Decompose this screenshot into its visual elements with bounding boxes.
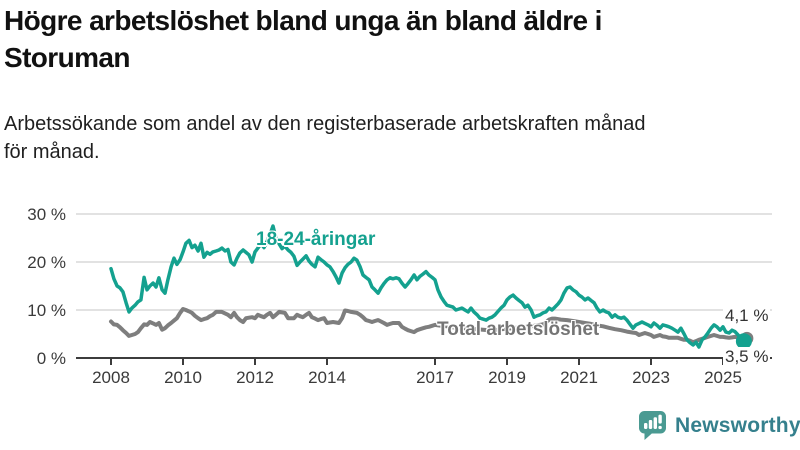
- end-dot-18-24: [735, 333, 752, 350]
- end-value-18-24: 3,5 %: [723, 347, 771, 366]
- y-axis-label: 0 %: [36, 349, 66, 368]
- series-line-18-24: [109, 224, 746, 349]
- y-axis-label: 30 %: [27, 205, 66, 224]
- x-axis-label: 2017: [416, 368, 454, 387]
- newsworthy-logo[interactable]: Newsworthy: [638, 410, 800, 442]
- page-title: Högre arbetslöshet bland unga än bland ä…: [4, 5, 602, 73]
- y-axis-label: 20 %: [27, 253, 66, 272]
- x-axis-label: 2021: [560, 368, 598, 387]
- series-label-total: Total arbetslöshet: [437, 319, 600, 340]
- x-axis-label: 2008: [92, 368, 130, 387]
- x-axis-label: 2012: [236, 368, 274, 387]
- newsworthy-wordmark: Newsworthy: [675, 414, 800, 437]
- x-axis-label: 2023: [632, 368, 670, 387]
- y-axis-label: 10 %: [27, 301, 66, 320]
- x-axis-label: 2019: [488, 368, 526, 387]
- series-label-18-24: 18-24-åringar: [256, 229, 376, 250]
- x-axis-ticks: [110, 358, 724, 365]
- newsworthy-icon: [639, 411, 666, 440]
- x-axis-label: 2025: [704, 368, 742, 387]
- x-axis-label: 2010: [164, 368, 202, 387]
- gridlines: [76, 213, 772, 311]
- end-value-total: 4,1 %: [723, 306, 771, 325]
- chart-subtitle: Arbetssökande som andel av den registerb…: [4, 113, 646, 163]
- series-line-total: [109, 307, 746, 345]
- x-axis-label: 2014: [308, 368, 346, 387]
